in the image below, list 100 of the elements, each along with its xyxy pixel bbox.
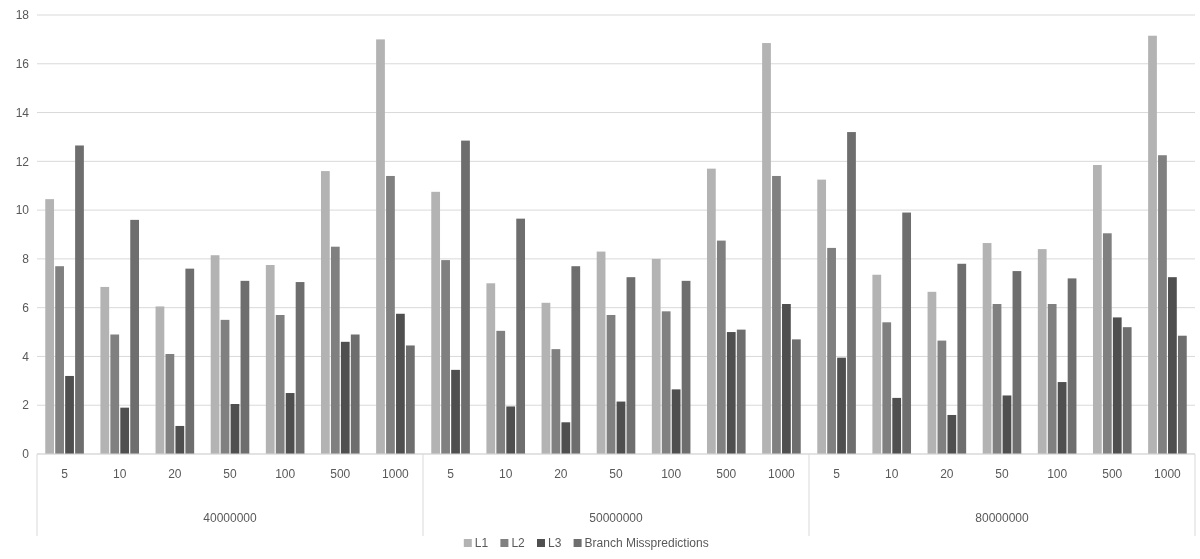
bar bbox=[551, 349, 561, 454]
bar bbox=[320, 171, 330, 454]
bar bbox=[596, 251, 606, 454]
bar bbox=[240, 280, 250, 454]
bar bbox=[516, 218, 526, 454]
bar bbox=[396, 313, 405, 454]
bar bbox=[827, 247, 836, 454]
text: 40000000 bbox=[203, 511, 258, 525]
x-tick-label: 20 bbox=[940, 467, 954, 481]
x-tick-label: 50 bbox=[223, 467, 237, 481]
text: 50000000 bbox=[589, 511, 644, 525]
legend-label: L1 bbox=[474, 536, 489, 550]
y-tick-label: 2 bbox=[22, 398, 30, 413]
bar bbox=[992, 304, 1002, 454]
x-tick-label: 5 bbox=[61, 467, 69, 481]
bar bbox=[340, 341, 350, 454]
bar bbox=[220, 319, 230, 454]
bar bbox=[496, 330, 506, 454]
bar bbox=[937, 340, 947, 454]
bar bbox=[626, 277, 636, 454]
bar bbox=[1067, 278, 1077, 454]
y-tick-label: 8 bbox=[22, 252, 30, 267]
x-tick-label: 100 bbox=[1047, 467, 1068, 481]
x-tick-label: 100 bbox=[661, 467, 682, 481]
bar bbox=[431, 191, 441, 454]
bar bbox=[872, 274, 882, 454]
x-tick-label: 500 bbox=[330, 467, 351, 481]
x-tick-label: 20 bbox=[168, 467, 182, 481]
bar bbox=[982, 243, 992, 454]
x-tick-label: 10 bbox=[113, 467, 127, 481]
bar bbox=[441, 260, 450, 454]
y-tick-label: 6 bbox=[22, 300, 30, 315]
bar bbox=[1102, 233, 1112, 454]
bar bbox=[947, 414, 957, 454]
bar bbox=[451, 369, 460, 454]
bar bbox=[45, 199, 55, 454]
bar bbox=[350, 334, 360, 454]
x-tick-label: 20 bbox=[554, 467, 568, 481]
bar bbox=[762, 43, 771, 454]
bar bbox=[791, 339, 801, 454]
bar bbox=[671, 389, 681, 454]
text: 80000000 bbox=[975, 511, 1030, 525]
x-tick-label: 10 bbox=[499, 467, 513, 481]
bar bbox=[651, 258, 661, 454]
bar bbox=[330, 246, 340, 454]
bar bbox=[847, 132, 856, 454]
bar bbox=[1012, 271, 1022, 454]
bar bbox=[782, 304, 791, 454]
bar bbox=[461, 140, 470, 454]
x-tick-label: 10 bbox=[885, 467, 899, 481]
x-tick-label: 5 bbox=[447, 467, 455, 481]
y-tick-label: 4 bbox=[22, 349, 30, 364]
bar bbox=[892, 397, 902, 454]
bar bbox=[185, 268, 195, 454]
bar bbox=[927, 291, 937, 454]
bar bbox=[1177, 335, 1187, 454]
bar bbox=[571, 266, 581, 454]
bar bbox=[506, 406, 516, 454]
bar bbox=[1158, 155, 1167, 454]
bar bbox=[210, 255, 220, 454]
bar bbox=[265, 264, 275, 454]
bar bbox=[661, 311, 671, 454]
bar bbox=[882, 322, 892, 454]
legend-label: L2 bbox=[511, 536, 526, 550]
y-tick-label: 10 bbox=[15, 203, 30, 218]
x-tick-label: 500 bbox=[716, 467, 737, 481]
y-tick-label: 16 bbox=[15, 56, 30, 71]
y-tick-label: 14 bbox=[15, 105, 30, 120]
legend-label: L3 bbox=[548, 536, 562, 550]
x-tick-label: 1000 bbox=[1154, 467, 1182, 481]
y-tick-label: 18 bbox=[15, 8, 30, 23]
bar bbox=[606, 314, 616, 454]
bar bbox=[405, 345, 415, 454]
legend-label: Branch Misspredictions bbox=[584, 536, 709, 550]
bar bbox=[65, 375, 74, 454]
bar bbox=[486, 283, 496, 454]
bar bbox=[957, 263, 967, 454]
bar bbox=[1037, 249, 1047, 454]
bar bbox=[1148, 35, 1157, 454]
bar bbox=[1002, 395, 1012, 454]
bar bbox=[541, 302, 551, 454]
bar bbox=[275, 314, 285, 454]
bar bbox=[726, 332, 736, 454]
bar bbox=[155, 306, 165, 454]
x-tick-label: 50 bbox=[995, 467, 1009, 481]
bar bbox=[1168, 277, 1177, 454]
y-tick-label: 12 bbox=[15, 154, 30, 169]
bar bbox=[1047, 304, 1057, 454]
bar bbox=[561, 422, 571, 454]
bar bbox=[772, 175, 781, 454]
x-tick-label: 100 bbox=[275, 467, 296, 481]
x-tick-label: 1000 bbox=[768, 467, 796, 481]
bar bbox=[110, 334, 120, 454]
bar bbox=[1057, 382, 1067, 454]
bar bbox=[386, 175, 395, 454]
bar bbox=[1112, 317, 1122, 454]
bar bbox=[706, 168, 716, 454]
bar bbox=[902, 212, 912, 454]
x-tick-label: 500 bbox=[1102, 467, 1123, 481]
x-tick-label: 1000 bbox=[382, 467, 410, 481]
